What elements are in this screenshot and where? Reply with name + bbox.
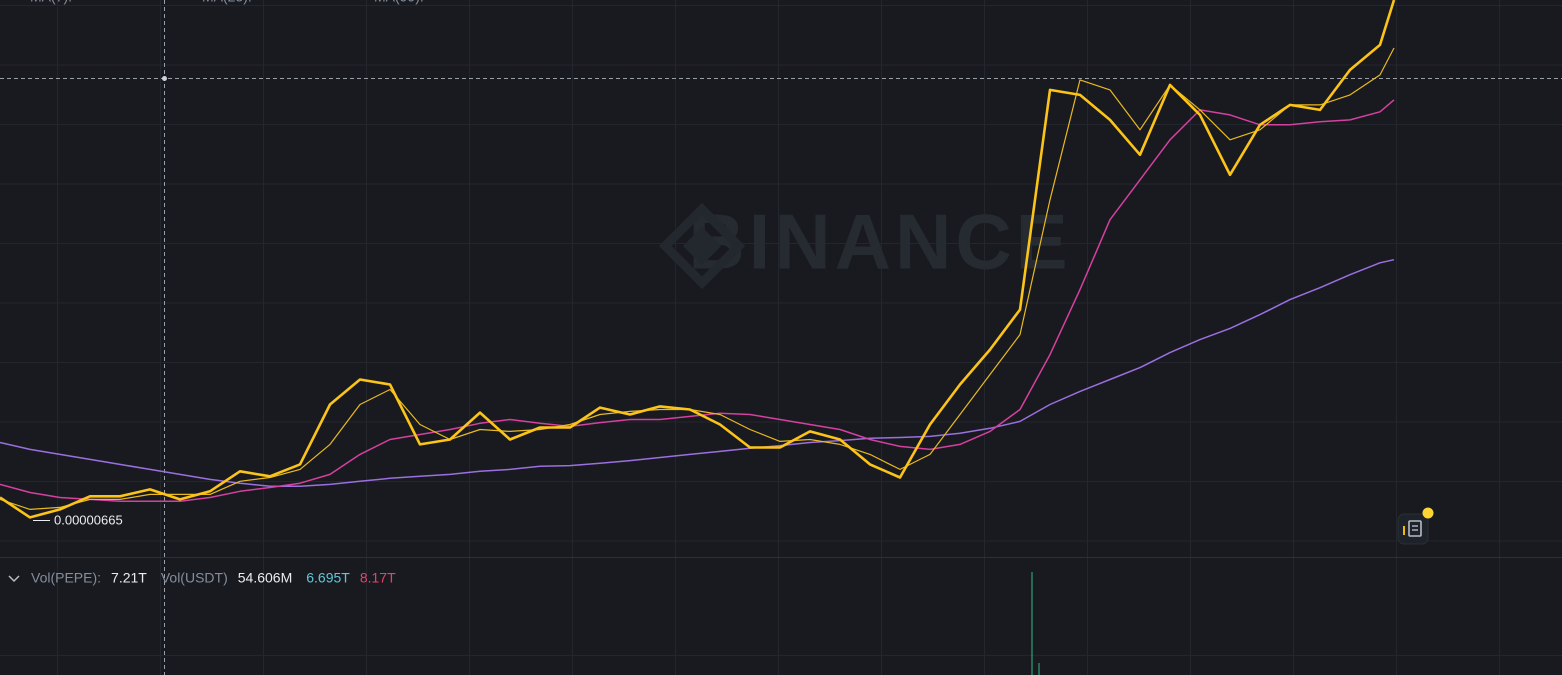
volume-legend-text: 8.17T <box>360 570 396 586</box>
series-line <box>0 258 1395 488</box>
ma-legend: MA(7): MA(25): MA(99): <box>30 0 424 5</box>
chart-tool-icon[interactable] <box>1397 507 1434 545</box>
series-line <box>0 0 1396 519</box>
legend-entry: MA(25): <box>202 0 252 5</box>
volume-legend-text: 54.606M <box>238 570 292 586</box>
watermark: BINANCE <box>688 198 1071 286</box>
series-line <box>0 99 1395 503</box>
lines <box>0 0 1396 519</box>
volume-legend-text: Vol(USDT) <box>161 570 228 586</box>
watermark-logo <box>658 202 746 290</box>
volume-legend-text: 6.695T <box>306 570 350 586</box>
crosshair-dot <box>162 76 167 81</box>
legend-entry: MA(7): <box>30 0 72 5</box>
volume-legend: Vol(PEPE): 7.21T Vol(USDT) 54.606M 6.695T 8.1… <box>31 570 396 586</box>
volume-legend-text: 7.21T <box>111 570 147 586</box>
volume-legend-text: Vol(PEPE): <box>31 570 101 586</box>
collapse-icon[interactable] <box>8 575 20 583</box>
low-label: 0.00000665 <box>54 512 123 527</box>
legend-entry: MA(99): <box>374 0 424 5</box>
